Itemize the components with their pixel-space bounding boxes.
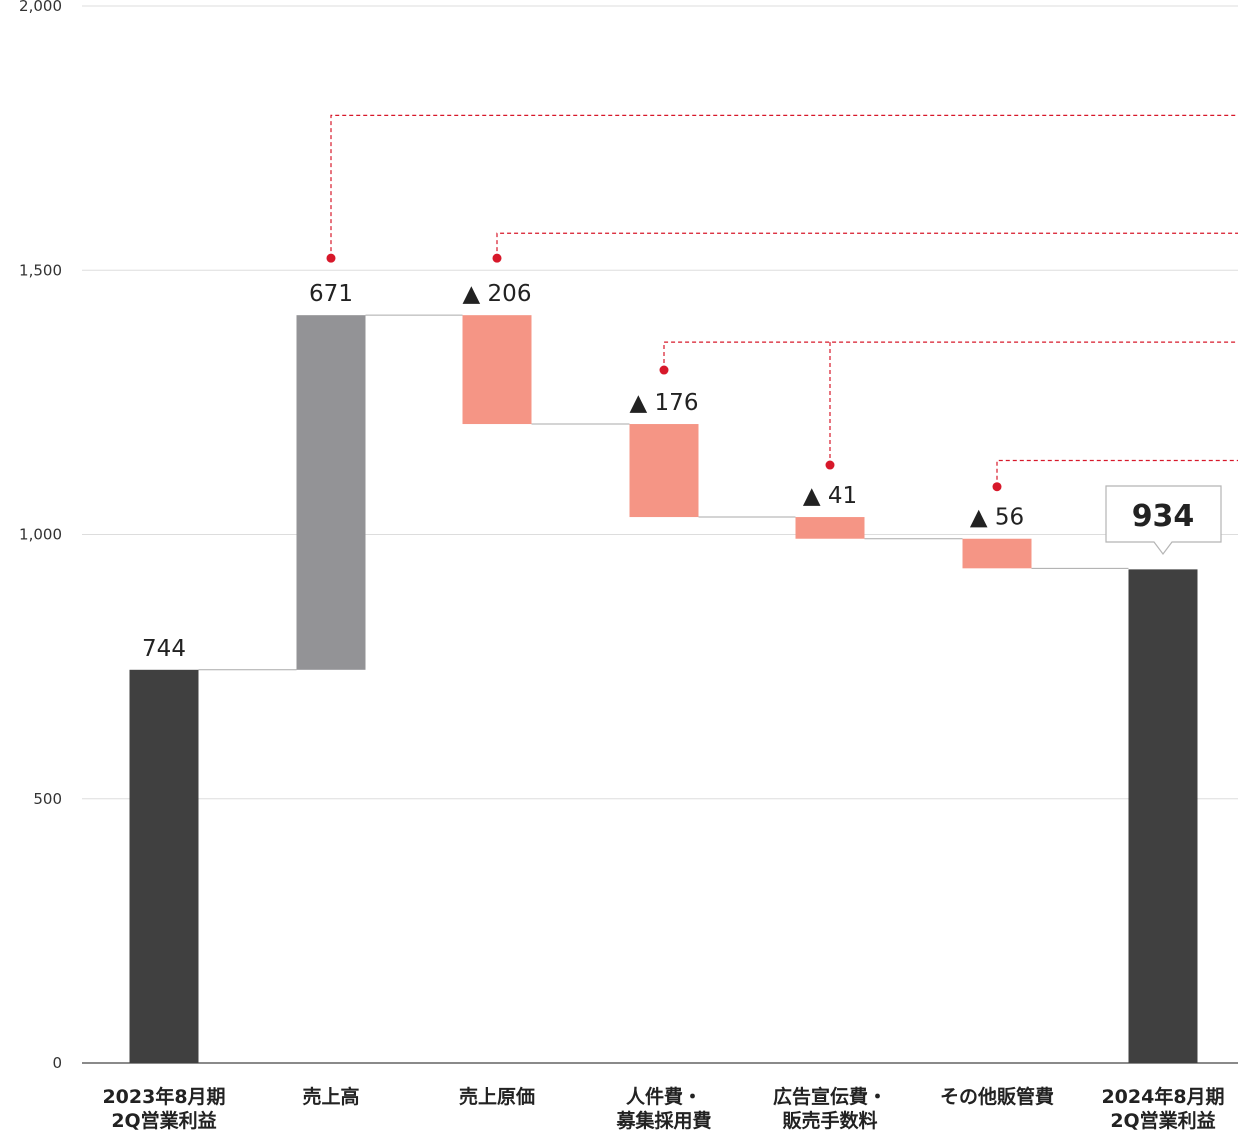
annotation-leaders bbox=[326, 114, 1238, 492]
y-tick-label: 1,000 bbox=[19, 526, 62, 544]
y-axis-ticks: 0 500 1,000 1,500 2,000 bbox=[19, 0, 62, 1072]
x-tick-label: 2024年8月期 bbox=[1101, 1085, 1224, 1108]
x-tick-label: 販売手数料 bbox=[782, 1109, 877, 1132]
data-label: 671 bbox=[309, 281, 353, 307]
connector-lines bbox=[198, 314, 1129, 671]
y-tick-label: 2,000 bbox=[19, 0, 62, 15]
data-label: 934 bbox=[1132, 499, 1195, 534]
annotation-leader bbox=[330, 114, 1238, 259]
x-tick-label: 人件費・ bbox=[626, 1085, 702, 1108]
data-label: ▲ 56 bbox=[970, 505, 1024, 531]
value-labels: 744 671 ▲ 206 ▲ 176 ▲ 41 ▲ 56 934 bbox=[142, 281, 1222, 662]
bar bbox=[462, 315, 532, 425]
annotation-leader bbox=[496, 232, 1238, 259]
bar bbox=[296, 315, 366, 670]
gridlines bbox=[82, 5, 1238, 1064]
annotation-leader bbox=[663, 341, 1238, 371]
data-label: ▲ 41 bbox=[803, 483, 857, 509]
x-tick-label: その他販管費 bbox=[940, 1085, 1054, 1108]
x-tick-label: 売上原価 bbox=[459, 1085, 535, 1108]
annotation-dot bbox=[492, 253, 502, 263]
data-label: 744 bbox=[142, 636, 186, 662]
x-tick-label: 2Q営業利益 bbox=[1110, 1109, 1215, 1132]
annotation-dot bbox=[825, 460, 835, 470]
annotation-dot bbox=[326, 253, 336, 263]
bar bbox=[1128, 569, 1198, 1063]
x-tick-label: 2Q営業利益 bbox=[111, 1109, 216, 1132]
annotation-leader bbox=[996, 459, 1238, 487]
y-tick-label: 1,500 bbox=[19, 261, 62, 279]
bar bbox=[129, 669, 199, 1063]
data-label: ▲ 206 bbox=[463, 281, 532, 307]
total-callout-box bbox=[1105, 485, 1222, 555]
y-tick-label: 0 bbox=[52, 1054, 62, 1072]
x-tick-label: 募集採用費 bbox=[615, 1109, 711, 1132]
annotation-dot bbox=[659, 365, 669, 375]
bar bbox=[629, 424, 699, 518]
annotation-dot bbox=[992, 482, 1002, 492]
x-tick-label: 2023年8月期 bbox=[102, 1085, 225, 1108]
bar bbox=[962, 538, 1032, 569]
x-tick-label: 売上高 bbox=[302, 1085, 359, 1108]
bar bbox=[795, 517, 865, 539]
y-tick-label: 500 bbox=[33, 790, 62, 808]
data-label: ▲ 176 bbox=[630, 390, 699, 416]
x-tick-label: 広告宣伝費・ bbox=[773, 1085, 887, 1108]
bars bbox=[129, 315, 1198, 1063]
